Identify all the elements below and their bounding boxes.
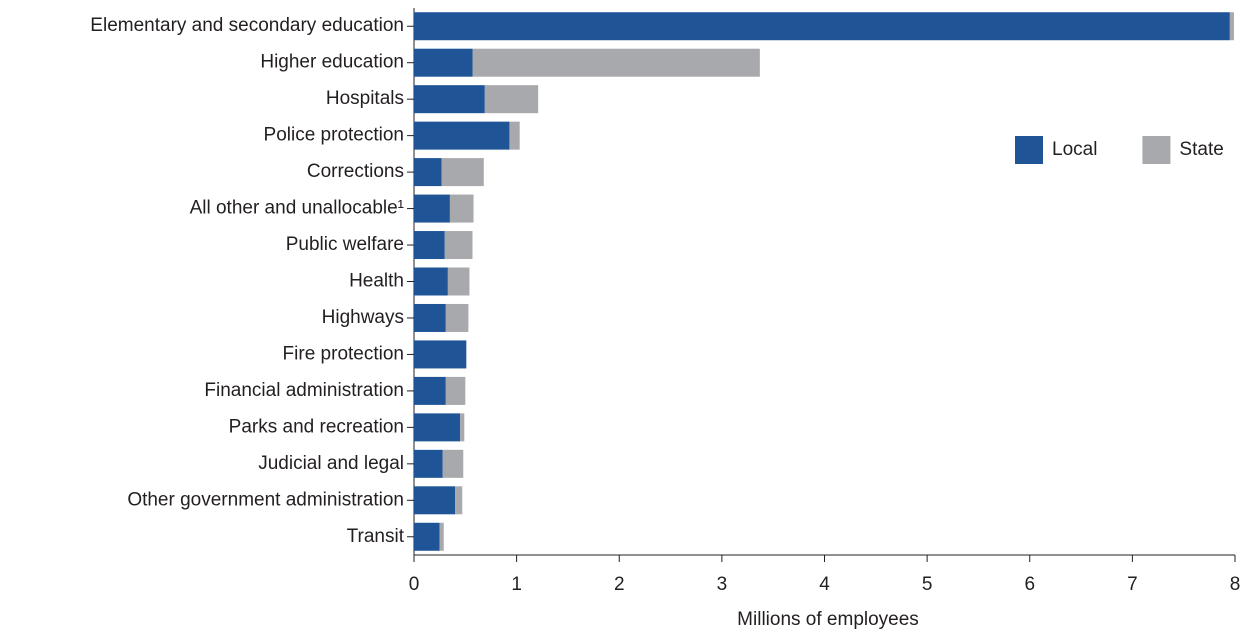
bar-segment [414,194,450,223]
bar-segment [414,158,442,187]
x-tick-label: 2 [614,574,625,595]
x-tick-label: 5 [922,574,933,595]
x-tick-label: 6 [1024,574,1035,595]
bar-segment [445,376,466,405]
y-tick-label: Police protection [264,125,404,146]
y-tick-label: Higher education [260,52,404,73]
y-tick-label: Corrections [307,161,404,182]
bar-segment [414,449,443,478]
y-tick-label: Parks and recreation [229,416,404,437]
y-tick-label: Fire protection [283,343,404,364]
bar-segment [414,376,446,405]
x-tick-label: 0 [409,574,420,595]
bar-segment [414,85,485,114]
x-tick-label: 1 [511,574,522,595]
y-tick-label: Transit [347,526,405,547]
bar-segment [414,486,456,515]
bar-segment [414,303,446,332]
bar-segment [449,194,474,223]
x-axis-title: Millions of employees [737,609,919,630]
y-tick-label: Health [349,271,404,292]
bar-segment [414,413,461,442]
y-tick-label: Other government administration [127,489,404,510]
bar-segment [439,522,444,551]
x-tick-label: 7 [1127,574,1138,595]
bar-segment [414,121,510,150]
bar-segment [444,231,473,260]
y-tick-label: Highways [322,307,404,328]
bar-segment [414,340,467,369]
bar-segment [414,231,445,260]
bar-segment [414,522,440,551]
y-tick-label: Public welfare [286,234,404,255]
y-tick-label: All other and unallocable¹ [190,198,404,219]
bar-segment [460,413,465,442]
legend-label: State [1179,139,1223,160]
x-tick-label: 3 [717,574,728,595]
bar-segment [414,12,1230,41]
legend-swatch [1015,136,1043,164]
bar-segment [441,158,484,187]
y-tick-label: Judicial and legal [258,453,404,474]
legend-label: Local [1052,139,1097,160]
bar-segment [484,85,539,114]
y-tick-label: Hospitals [326,88,404,109]
bar-segment [1229,12,1234,41]
bar-segment [442,449,464,478]
bar-segment [414,267,448,296]
bar-segment [455,486,463,515]
x-tick-label: 4 [819,574,830,595]
bar-segment [447,267,470,296]
bar-segment [472,48,760,77]
legend-swatch [1142,136,1171,164]
y-tick-label: Financial administration [204,380,404,401]
bar-segment [445,303,469,332]
x-tick-label: 8 [1230,574,1241,595]
y-tick-label: Elementary and secondary education [90,15,404,36]
bar-segment [414,48,473,77]
bar-segment [509,121,520,150]
